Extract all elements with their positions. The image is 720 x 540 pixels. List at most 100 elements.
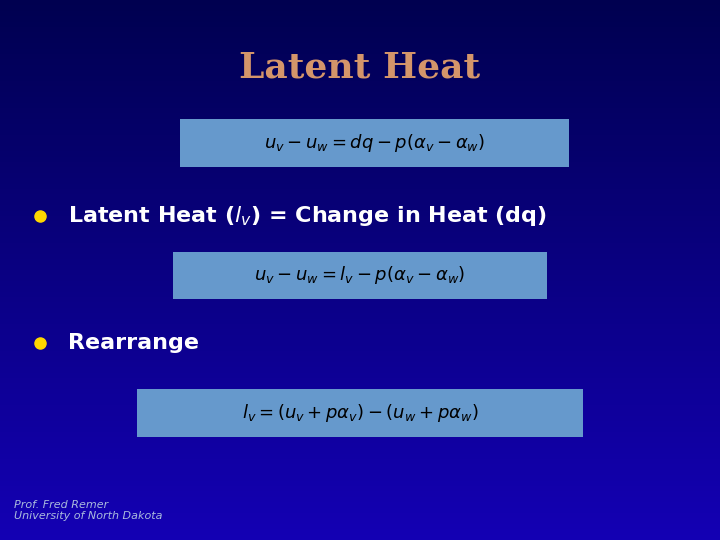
FancyBboxPatch shape: [0, 319, 720, 324]
FancyBboxPatch shape: [0, 65, 720, 70]
FancyBboxPatch shape: [0, 54, 720, 59]
FancyBboxPatch shape: [0, 324, 720, 329]
FancyBboxPatch shape: [0, 92, 720, 97]
FancyBboxPatch shape: [0, 502, 720, 508]
FancyBboxPatch shape: [0, 173, 720, 178]
FancyBboxPatch shape: [0, 146, 720, 151]
FancyBboxPatch shape: [0, 475, 720, 481]
FancyBboxPatch shape: [0, 216, 720, 221]
FancyBboxPatch shape: [0, 108, 720, 113]
FancyBboxPatch shape: [0, 248, 720, 254]
FancyBboxPatch shape: [137, 389, 583, 437]
FancyBboxPatch shape: [0, 5, 720, 11]
FancyBboxPatch shape: [0, 308, 720, 313]
FancyBboxPatch shape: [0, 70, 720, 76]
FancyBboxPatch shape: [0, 346, 720, 351]
FancyBboxPatch shape: [0, 275, 720, 281]
FancyBboxPatch shape: [0, 200, 720, 205]
FancyBboxPatch shape: [0, 405, 720, 410]
FancyBboxPatch shape: [0, 11, 720, 16]
FancyBboxPatch shape: [0, 189, 720, 194]
FancyBboxPatch shape: [0, 140, 720, 146]
FancyBboxPatch shape: [180, 119, 569, 167]
FancyBboxPatch shape: [0, 38, 720, 43]
FancyBboxPatch shape: [0, 254, 720, 259]
FancyBboxPatch shape: [0, 103, 720, 108]
FancyBboxPatch shape: [0, 394, 720, 400]
FancyBboxPatch shape: [0, 184, 720, 189]
FancyBboxPatch shape: [0, 59, 720, 65]
FancyBboxPatch shape: [0, 432, 720, 437]
FancyBboxPatch shape: [0, 335, 720, 340]
FancyBboxPatch shape: [0, 16, 720, 22]
FancyBboxPatch shape: [0, 0, 720, 5]
FancyBboxPatch shape: [0, 383, 720, 389]
FancyBboxPatch shape: [0, 454, 720, 459]
FancyBboxPatch shape: [0, 508, 720, 513]
FancyBboxPatch shape: [0, 162, 720, 167]
FancyBboxPatch shape: [0, 27, 720, 32]
FancyBboxPatch shape: [0, 367, 720, 373]
FancyBboxPatch shape: [0, 221, 720, 227]
FancyBboxPatch shape: [0, 167, 720, 173]
FancyBboxPatch shape: [0, 97, 720, 103]
FancyBboxPatch shape: [0, 437, 720, 443]
FancyBboxPatch shape: [0, 448, 720, 454]
Text: Prof. Fred Remer
University of North Dakota: Prof. Fred Remer University of North Dak…: [14, 500, 163, 521]
FancyBboxPatch shape: [0, 32, 720, 38]
FancyBboxPatch shape: [0, 227, 720, 232]
FancyBboxPatch shape: [0, 518, 720, 524]
FancyBboxPatch shape: [0, 416, 720, 421]
FancyBboxPatch shape: [0, 124, 720, 130]
FancyBboxPatch shape: [0, 389, 720, 394]
Text: Rearrange: Rearrange: [68, 333, 199, 353]
FancyBboxPatch shape: [0, 265, 720, 270]
FancyBboxPatch shape: [0, 259, 720, 265]
FancyBboxPatch shape: [0, 49, 720, 54]
FancyBboxPatch shape: [0, 313, 720, 319]
FancyBboxPatch shape: [0, 497, 720, 502]
FancyBboxPatch shape: [0, 356, 720, 362]
FancyBboxPatch shape: [0, 535, 720, 540]
FancyBboxPatch shape: [0, 205, 720, 211]
FancyBboxPatch shape: [0, 373, 720, 378]
FancyBboxPatch shape: [0, 351, 720, 356]
Text: Latent Heat: Latent Heat: [240, 51, 480, 84]
FancyBboxPatch shape: [0, 297, 720, 302]
FancyBboxPatch shape: [0, 151, 720, 157]
FancyBboxPatch shape: [0, 81, 720, 86]
Text: $u_v - u_w = dq - p(\alpha_v - \alpha_w)$: $u_v - u_w = dq - p(\alpha_v - \alpha_w)…: [264, 132, 485, 154]
FancyBboxPatch shape: [0, 232, 720, 238]
FancyBboxPatch shape: [0, 43, 720, 49]
FancyBboxPatch shape: [0, 194, 720, 200]
FancyBboxPatch shape: [0, 491, 720, 497]
FancyBboxPatch shape: [0, 421, 720, 427]
FancyBboxPatch shape: [0, 135, 720, 140]
FancyBboxPatch shape: [0, 86, 720, 92]
FancyBboxPatch shape: [0, 292, 720, 297]
FancyBboxPatch shape: [0, 400, 720, 405]
FancyBboxPatch shape: [0, 481, 720, 486]
FancyBboxPatch shape: [0, 178, 720, 184]
FancyBboxPatch shape: [0, 513, 720, 518]
FancyBboxPatch shape: [0, 524, 720, 529]
FancyBboxPatch shape: [0, 378, 720, 383]
FancyBboxPatch shape: [0, 270, 720, 275]
FancyBboxPatch shape: [0, 238, 720, 243]
FancyBboxPatch shape: [0, 470, 720, 475]
FancyBboxPatch shape: [0, 427, 720, 432]
FancyBboxPatch shape: [0, 76, 720, 81]
FancyBboxPatch shape: [0, 443, 720, 448]
Text: $u_v - u_w = l_v - p(\alpha_v - \alpha_w)$: $u_v - u_w = l_v - p(\alpha_v - \alpha_w…: [254, 265, 466, 286]
FancyBboxPatch shape: [0, 119, 720, 124]
FancyBboxPatch shape: [0, 329, 720, 335]
FancyBboxPatch shape: [0, 302, 720, 308]
FancyBboxPatch shape: [0, 211, 720, 216]
FancyBboxPatch shape: [0, 281, 720, 286]
FancyBboxPatch shape: [0, 286, 720, 292]
FancyBboxPatch shape: [0, 243, 720, 248]
FancyBboxPatch shape: [0, 486, 720, 491]
FancyBboxPatch shape: [0, 464, 720, 470]
FancyBboxPatch shape: [0, 130, 720, 135]
FancyBboxPatch shape: [173, 252, 547, 299]
